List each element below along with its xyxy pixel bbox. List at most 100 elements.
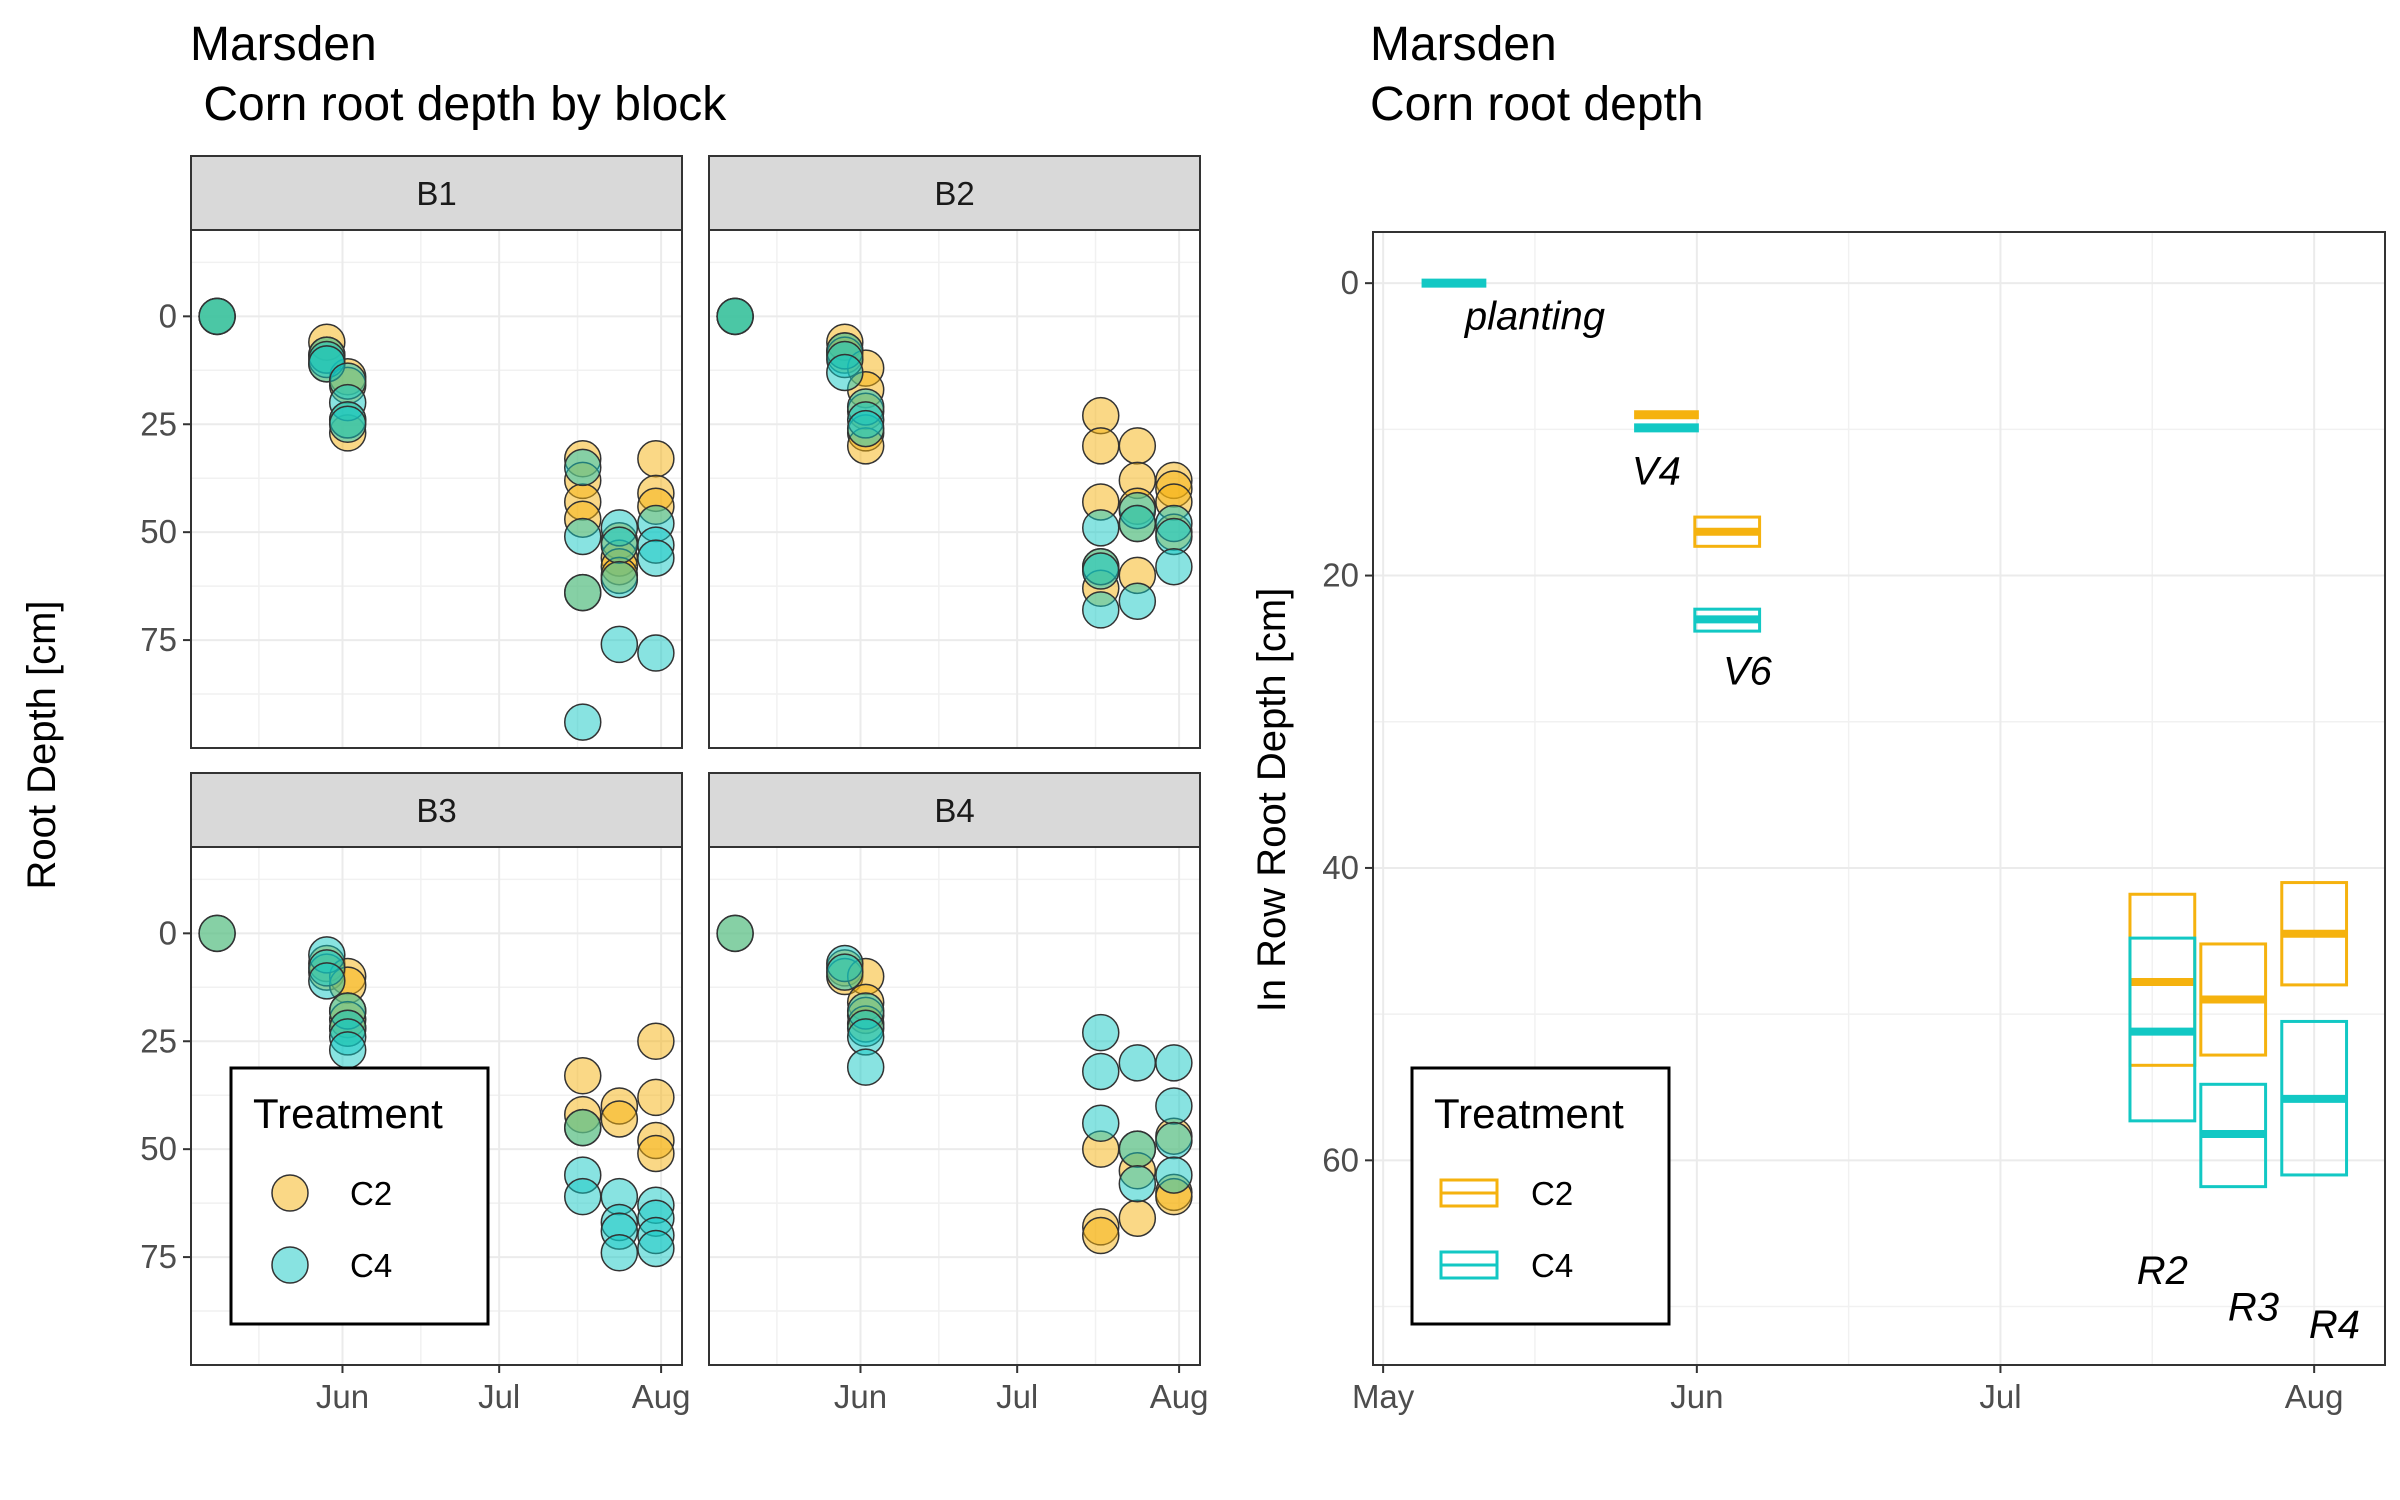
box-c4 <box>2199 1082 2268 1189</box>
stage-label-r3: R3 <box>2228 1286 2279 1330</box>
facet-strip <box>708 772 1201 848</box>
facet-grid: B1 0 25 50 75 B2 B3 0 25 50 75 Jun Jul Aug B4 Jun Jul Aug <box>140 155 1209 1415</box>
facet-strip-label: B2 <box>934 175 974 212</box>
y-tick-label: 25 <box>140 405 177 442</box>
x-tick-label: Aug <box>1150 1378 1209 1415</box>
y-tick-label: 20 <box>1322 557 1359 594</box>
box-c2 <box>1693 515 1762 548</box>
data-point-c2 <box>1082 427 1120 465</box>
y-tick-label: 40 <box>1322 849 1359 886</box>
data-point-c4 <box>1118 1130 1157 1168</box>
left-y-axis-label: Root Depth [cm] <box>20 600 64 889</box>
data-point-c4 <box>564 573 602 612</box>
data-point-c4 <box>637 1229 675 1268</box>
y-tick-label: 0 <box>159 914 177 951</box>
data-point-c2 <box>637 1078 675 1117</box>
data-point-c4 <box>564 1177 602 1216</box>
data-point-c4 <box>716 914 754 953</box>
legend-key-c4-box <box>1439 1250 1499 1280</box>
facet-panel-border <box>708 229 1201 749</box>
stage-label-r2: R2 <box>2137 1249 2188 1293</box>
facet-panel-border <box>190 846 683 1366</box>
y-tick-label: 60 <box>1322 1141 1359 1178</box>
data-point-c4 <box>1118 1164 1157 1203</box>
data-point-c4 <box>846 1048 885 1086</box>
right-legend-label-c4: C4 <box>1531 1247 1573 1284</box>
data-point-c4 <box>716 297 754 336</box>
facet-strip <box>708 155 1201 231</box>
x-tick-label: Jun <box>834 1378 887 1415</box>
facet-b2: B2 <box>708 155 1201 749</box>
data-point-c4 <box>308 962 346 1000</box>
y-tick-label: 75 <box>140 1238 177 1275</box>
data-point-c4 <box>846 409 885 448</box>
facet-strip-label: B1 <box>416 175 456 212</box>
data-point-c4 <box>564 448 602 487</box>
right-legend-label-c2: C2 <box>1531 1175 1573 1212</box>
y-tick-label: 50 <box>140 1130 177 1167</box>
legend-key-c4-point <box>271 1246 309 1284</box>
data-point-c4 <box>1155 1087 1193 1125</box>
x-tick-label: Jun <box>316 1378 369 1415</box>
facet-b1: B1 0 25 50 75 <box>140 155 683 749</box>
facet-panel-bg <box>709 847 1200 1365</box>
y-tick-label: 50 <box>140 513 177 550</box>
x-tick-label: Jul <box>478 1378 520 1415</box>
stage-label-planting: planting <box>1464 294 1605 338</box>
data-point-c4 <box>1082 1104 1120 1143</box>
data-point-c4 <box>826 953 864 991</box>
data-point-c2 <box>637 1022 675 1060</box>
data-point-c4 <box>600 1234 639 1272</box>
box-c4 <box>2128 936 2197 1123</box>
y-tick-label: 75 <box>140 621 177 658</box>
data-point-c4 <box>1155 1121 1193 1160</box>
right-chart-title: Marsden <box>1370 18 1557 71</box>
facet-strip <box>190 155 683 231</box>
legend-label-c2: C2 <box>350 1175 392 1212</box>
data-point-c2 <box>637 1134 675 1173</box>
data-point-c2 <box>637 440 675 478</box>
right-y-axis-label: In Row Root Depth [cm] <box>1250 588 1294 1013</box>
left-chart-title: Marsden <box>190 18 377 71</box>
data-point-c2 <box>564 1057 602 1095</box>
legend-key-c2-box <box>1439 1178 1499 1208</box>
data-point-c4 <box>637 539 675 577</box>
data-point-c4 <box>1118 582 1157 620</box>
data-point-c2 <box>1118 1199 1157 1237</box>
box-c4 <box>2280 1019 2349 1177</box>
left-legend-title: Treatment <box>253 1090 443 1137</box>
box-c4 <box>1693 607 1762 633</box>
data-point-c4 <box>600 526 639 564</box>
data-point-c4 <box>826 353 864 392</box>
data-point-c4 <box>198 914 236 953</box>
data-point-c4 <box>1155 1156 1193 1194</box>
x-tick-label: Jul <box>1979 1378 2021 1415</box>
box-c2 <box>2199 942 2268 1057</box>
data-point-c4 <box>328 1031 367 1069</box>
data-point-c2 <box>600 1100 639 1138</box>
right-legend-title: Treatment <box>1434 1090 1624 1137</box>
stage-label-v6: V6 <box>1723 650 1773 694</box>
facet-b4: B4 Jun Jul Aug <box>708 772 1209 1415</box>
facet-strip-label: B3 <box>416 792 456 829</box>
data-point-c2 <box>1082 1216 1120 1255</box>
left-legend: Treatment C2 C4 <box>229 1066 490 1326</box>
x-tick-label: Jun <box>1670 1378 1723 1415</box>
data-point-c4 <box>1155 547 1193 586</box>
left-chart-subtitle: Corn root depth by block <box>190 78 727 131</box>
data-point-c4 <box>1155 1044 1193 1082</box>
facet-panel-border <box>190 229 683 749</box>
facet-panel-bg <box>191 230 682 748</box>
data-point-c4 <box>1082 1052 1120 1091</box>
data-point-c2 <box>1118 427 1157 465</box>
x-tick-label: May <box>1352 1378 1415 1415</box>
facet-strip <box>190 772 683 848</box>
y-tick-label: 25 <box>140 1022 177 1059</box>
data-point-c4 <box>1082 552 1120 590</box>
data-point-c4 <box>1118 1044 1157 1082</box>
data-point-c4 <box>564 1108 602 1147</box>
data-point-c4 <box>1082 509 1120 547</box>
stage-label-v4: V4 <box>1632 449 1681 493</box>
stage-label-r4: R4 <box>2309 1303 2360 1347</box>
